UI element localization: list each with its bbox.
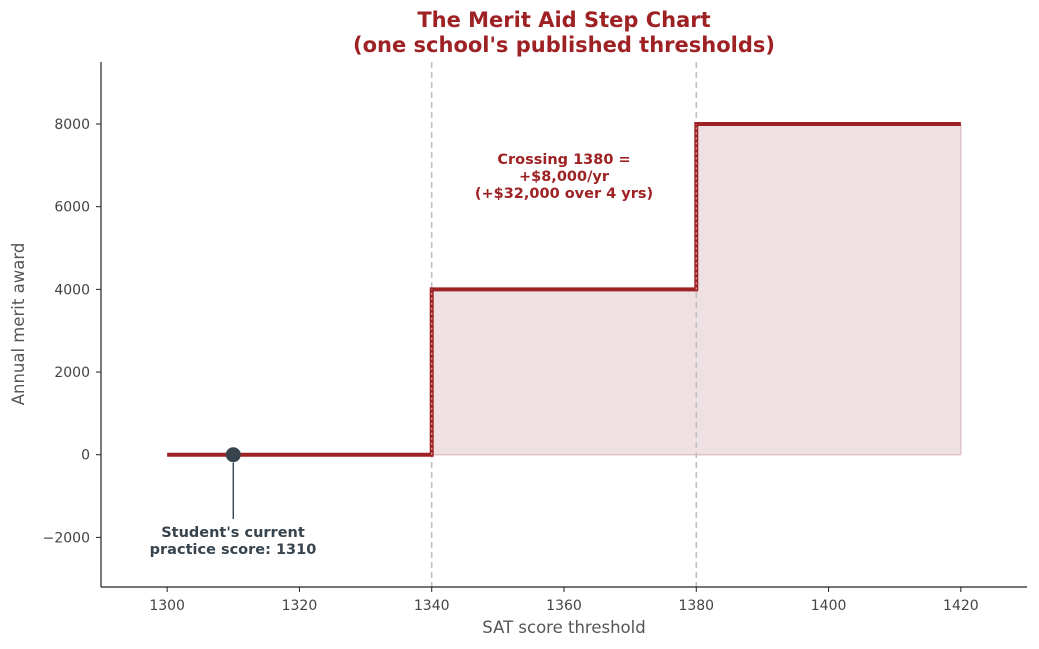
current-score-annotation-line-1: Student's current	[161, 525, 305, 541]
x-tick-label-1300: 1300	[149, 598, 185, 614]
x-tick-label-1360: 1360	[546, 598, 582, 614]
x-tick-label-1340: 1340	[414, 598, 450, 614]
chart-title-line-1: The Merit Aid Step Chart	[417, 8, 710, 32]
step-series-line	[167, 122, 961, 457]
crossing-annotation-line-3: (+$32,000 over 4 yrs)	[475, 186, 653, 202]
y-tick-label--2000: −2000	[43, 530, 90, 546]
crossing-annotation-line-2: +$8,000/yr	[519, 169, 610, 185]
x-tick-label-1380: 1380	[678, 598, 714, 614]
x-axis-label: SAT score threshold	[482, 618, 645, 637]
crossing-annotation-line-1: Crossing 1380 =	[497, 152, 630, 168]
y-tick-label-6000: 6000	[54, 200, 90, 216]
current-score-marker	[225, 447, 241, 463]
y-axis-label: Annual merit award	[9, 243, 28, 406]
y-tick-label-0: 0	[81, 448, 90, 464]
x-tick-label-1320: 1320	[282, 598, 318, 614]
chart-title-line-2: (one school's published thresholds)	[353, 33, 775, 57]
x-tick-label-1400: 1400	[811, 598, 847, 614]
current-score-annotation-line-2: practice score: 1310	[150, 542, 317, 558]
y-tick-label-2000: 2000	[54, 365, 90, 381]
x-tick-label-1420: 1420	[943, 598, 979, 614]
y-tick-label-8000: 8000	[54, 117, 90, 133]
y-tick-label-4000: 4000	[54, 282, 90, 298]
